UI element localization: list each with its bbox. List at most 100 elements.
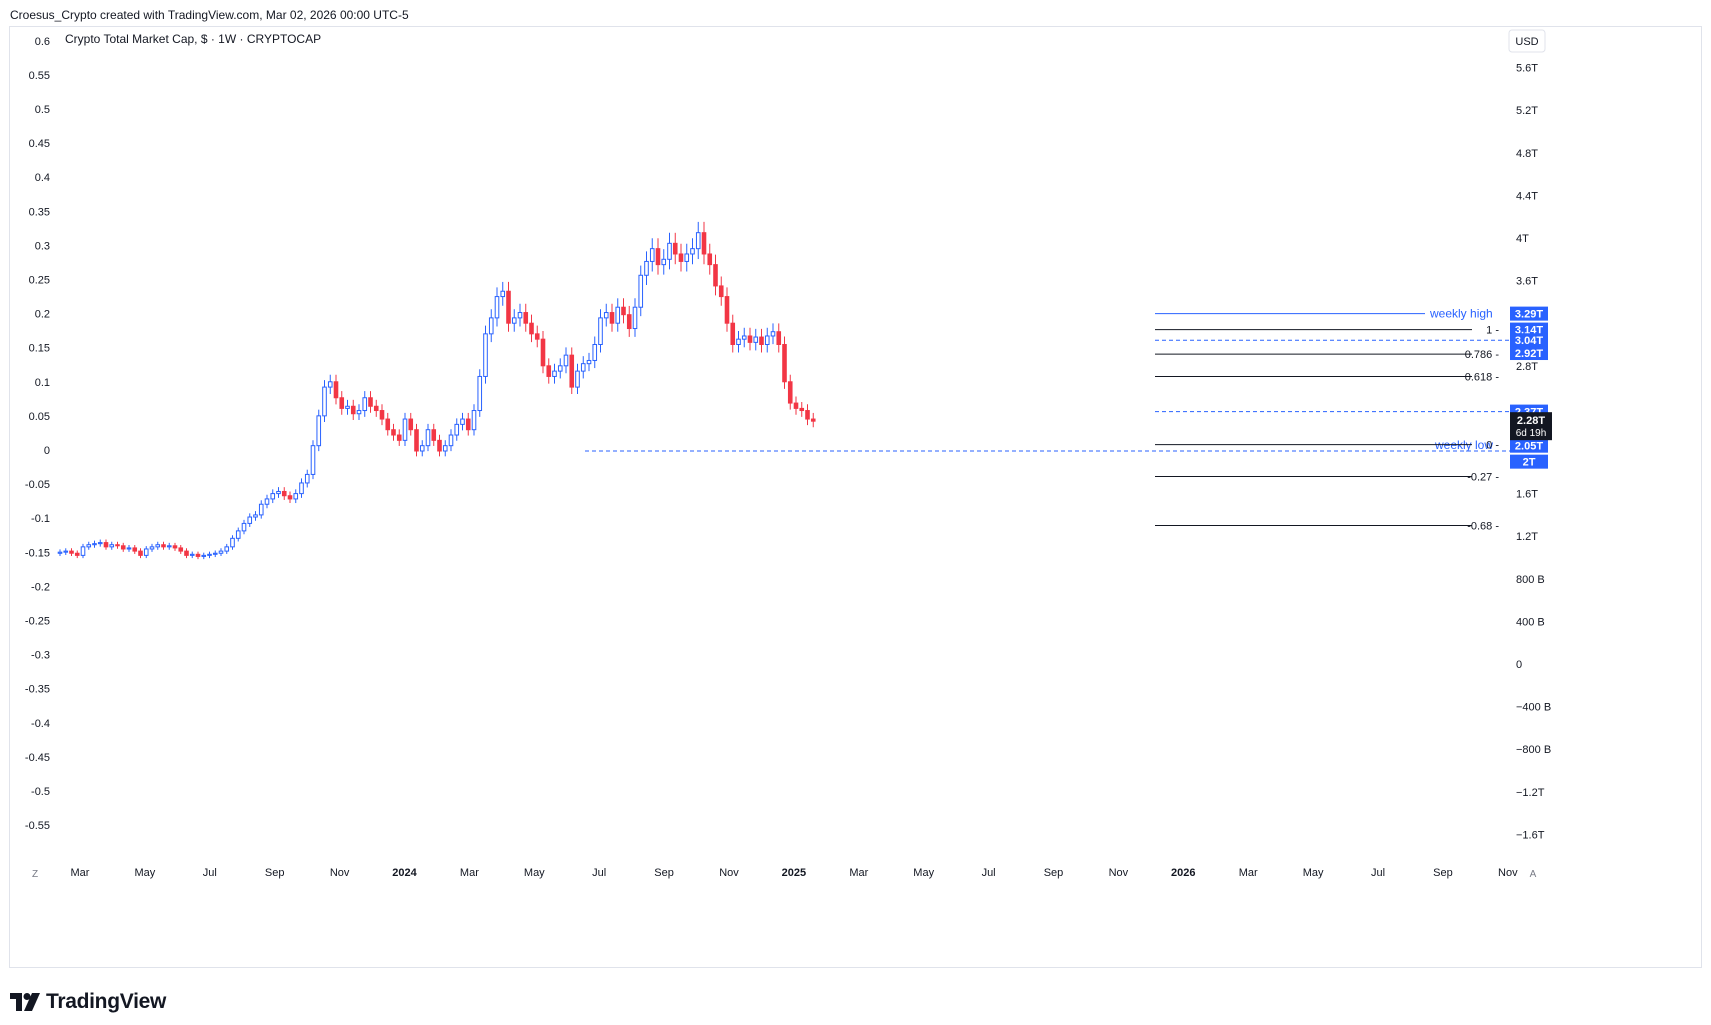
time-axis-label: 2024 [392,867,417,879]
candle-body [253,514,258,518]
candle-body [644,260,649,276]
bar-countdown: 6d 19h [1516,428,1547,439]
last-price-tag-bg [1510,412,1552,441]
candle-body [74,552,80,556]
currency-label: USD [1515,36,1538,48]
left-axis-tick: 0.5 [35,104,50,116]
auto-scale-button[interactable]: A [1530,869,1537,880]
time-axis-label: Jul [982,867,996,879]
candle-body [120,545,126,550]
candle-body [437,439,442,452]
time-axis-label: Jul [1371,867,1385,879]
left-axis-tick: -0.3 [31,650,50,662]
candle-body [258,503,264,516]
candle-body [615,306,621,324]
candle-body [609,312,615,324]
candle-body [454,423,460,436]
candle-body [287,495,293,500]
right-axis-tick: 400 B [1516,616,1545,628]
candles [57,221,816,560]
left-axis-tick: -0.4 [31,718,50,730]
left-axis-tick: 0.4 [35,172,50,184]
left-scale-button[interactable]: Z [32,869,38,880]
candle-body [626,314,632,330]
candle-body [69,550,74,554]
chart-title: Crypto Total Market Cap, $ · 1W · CRYPTO… [65,32,321,46]
candle-body [373,405,379,412]
candle-body [230,537,235,548]
left-axis-tick: -0.45 [25,752,50,764]
right-axis-tick: 4.4T [1516,190,1538,202]
left-axis-tick: -0.25 [25,616,50,628]
candle-body [517,312,523,319]
left-axis-tick: 0.25 [29,275,50,287]
candle-body [408,418,414,431]
candle-body [138,550,143,556]
right-axis-tick: 4T [1516,233,1529,245]
candle-body [805,410,810,420]
left-axis-tick: -0.15 [25,547,50,559]
currency-button[interactable]: USD [1508,29,1546,53]
fib-level-label: -0.27 - [1467,472,1499,484]
candle-body [655,248,661,266]
candle-body [649,248,655,262]
candle-body [207,553,212,556]
candle-body [149,546,155,550]
candle-body [264,498,270,505]
left-axis-tick: -0.2 [31,581,50,593]
left-axis-tick: 0.35 [29,206,50,218]
time-axis-label: May [913,867,934,879]
time-axis-label: Jul [592,867,606,879]
candle-body [235,530,241,539]
right-axis-tick: 1.2T [1516,531,1538,543]
candle-body [534,333,540,340]
candle-body [109,544,115,548]
price-tag: 3.04T [1515,335,1543,347]
candle-body [569,354,575,388]
candlestick-chart[interactable]: 0.6 0.55 0.5 0.45 0.4 0.35 0.3 0.25 0.2 0.15 0.1 0.… [10,27,1703,969]
candle-body [787,381,793,404]
candle-body [368,397,373,407]
right-axis-tick: 3.6T [1516,276,1538,288]
price-tags: 3.29T3.14T3.04T2.92T2.37T2.05T2T2.28T6d … [1510,306,1552,469]
candle-body [161,544,166,548]
weekly-high-label: weekly high [1429,307,1493,321]
candle-body [471,410,477,431]
candle-body [391,429,396,436]
candle-body [523,312,529,324]
tradingview-wordmark: TradingView [46,990,167,1013]
right-axis-tick: 0 [1516,659,1522,671]
time-axis-label: May [524,867,545,879]
candle-body [598,317,603,345]
time-axis-label: Sep [265,867,285,879]
right-axis-tick: 4.8T [1516,148,1538,160]
candle-body [92,543,97,546]
time-axis: Mar May Jul Sep Nov 2024 Mar May Jul Sep Nov 2025 Ma… [71,867,1519,879]
candle-body [385,418,391,431]
time-axis-label: Nov [1498,867,1518,879]
candle-body [345,405,350,409]
price-tag: 2.92T [1515,348,1543,360]
candle-body [540,338,546,367]
price-tag-bg [1510,333,1548,348]
time-axis-label: Sep [1044,867,1064,879]
price-tag-bg [1510,438,1548,453]
fib-level-label: 1 - [1486,325,1499,337]
candle-body [488,317,494,335]
candle-body [511,317,517,324]
candle-body [529,322,534,335]
candle-body [764,335,770,346]
chart-area[interactable]: 0.6 0.55 0.5 0.45 0.4 0.35 0.3 0.25 0.2 0.15 0.1 0.… [9,26,1702,968]
candle-body [621,306,626,316]
candle-body [736,338,741,345]
candle-body [304,473,310,484]
candle-body [563,354,569,367]
left-axis-tick: -0.5 [31,786,50,798]
left-axis-tick: -0.55 [25,820,50,832]
candle-body [460,418,465,425]
tradingview-logo[interactable]: TradingView [10,990,166,1014]
candle-body [396,434,402,441]
candle-body [713,264,718,287]
candle-body [362,397,368,412]
